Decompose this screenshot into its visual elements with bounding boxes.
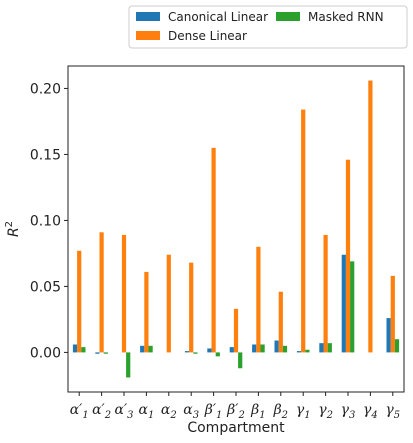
x-tick-label: β1 <box>250 402 265 421</box>
bar-masked-rnn-0 <box>81 347 86 353</box>
bar-dense-linear-10 <box>301 109 306 353</box>
x-tick-label: α′1 <box>70 402 89 421</box>
bar-dense-linear-12 <box>345 159 351 353</box>
x-axis-label: Compartment <box>187 420 285 436</box>
bar-masked-rnn-9 <box>282 345 288 353</box>
bar-dense-linear-0 <box>77 250 82 353</box>
bar-dense-linear-1 <box>99 232 104 353</box>
bar-canonical-linear-9 <box>274 340 279 353</box>
x-tick-label: α′3 <box>114 402 133 421</box>
bar-dense-linear-2 <box>121 234 127 353</box>
x-tick-label: α3 <box>183 402 199 421</box>
bar-dense-linear-8 <box>256 246 261 353</box>
bar-dense-linear-7 <box>233 308 239 353</box>
bar-canonical-linear-8 <box>252 344 257 353</box>
bar-masked-rnn-2 <box>126 352 131 378</box>
legend-box <box>128 5 408 49</box>
bar-canonical-linear-12 <box>341 254 346 353</box>
bar-canonical-linear-5 <box>184 351 190 353</box>
bar-canonical-linear-1 <box>95 352 100 354</box>
legend-label-2: Masked RNN <box>308 10 384 24</box>
bars <box>72 80 400 378</box>
bar-dense-linear-5 <box>189 262 194 353</box>
legend-swatch-2 <box>276 12 300 21</box>
bar-canonical-linear-0 <box>72 344 78 353</box>
bar-dense-linear-3 <box>144 271 149 353</box>
bar-dense-linear-13 <box>368 80 373 353</box>
bar-canonical-linear-14 <box>386 318 391 353</box>
bar-canonical-linear-10 <box>296 351 302 353</box>
bar-canonical-linear-7 <box>229 347 234 353</box>
bar-masked-rnn-5 <box>193 352 198 354</box>
legend: Canonical Linear Dense Linear Masked RNN <box>128 5 408 49</box>
y-tick-label: 0.15 <box>30 147 61 163</box>
bar-dense-linear-9 <box>278 291 283 353</box>
bar-masked-rnn-10 <box>305 349 310 353</box>
legend-label-1: Dense Linear <box>168 29 247 43</box>
legend-swatch-1 <box>136 31 160 40</box>
legend-label-0: Canonical Linear <box>168 10 268 24</box>
x-tick-label: γ1 <box>296 402 311 421</box>
x-tick-label: γ2 <box>318 402 333 421</box>
x-tick-label: β2 <box>273 402 288 421</box>
bar-canonical-linear-6 <box>207 348 212 353</box>
bar-canonical-linear-11 <box>319 343 324 353</box>
bar-dense-linear-14 <box>390 275 395 353</box>
y-tick-label: 0.05 <box>30 279 61 295</box>
axes: 0.00 0.05 0.10 0.15 0.20 α′1 α′2 α′3 α1 α2 α3 β′1 β′… <box>30 65 405 421</box>
y-tick-label: 0.20 <box>30 81 61 97</box>
legend-swatch-0 <box>136 12 160 21</box>
bar-dense-linear-6 <box>211 147 216 353</box>
bar-dense-linear-11 <box>323 234 328 353</box>
y-tick-label: 0.00 <box>30 345 61 361</box>
x-tick-label: β′2 <box>226 402 245 421</box>
bar-masked-rnn-14 <box>394 339 400 353</box>
bar-masked-rnn-7 <box>238 352 243 369</box>
bar-canonical-linear-3 <box>140 345 145 353</box>
x-tick-label: α1 <box>138 402 154 421</box>
y-tick-label: 0.10 <box>30 213 61 229</box>
bar-masked-rnn-11 <box>327 343 332 353</box>
x-tick-label: β′1 <box>204 402 223 421</box>
bar-masked-rnn-3 <box>148 345 153 353</box>
bar-masked-rnn-8 <box>260 344 265 353</box>
y-axis-label: R2 <box>4 221 22 237</box>
bar-masked-rnn-1 <box>103 352 108 354</box>
bar-masked-rnn-12 <box>350 261 355 353</box>
x-tick-label: γ4 <box>363 402 378 421</box>
bar-masked-rnn-6 <box>215 352 220 357</box>
bar-dense-linear-4 <box>166 254 171 353</box>
x-tick-label: α′2 <box>92 402 111 421</box>
x-tick-label: γ5 <box>385 402 400 421</box>
x-tick-label: γ3 <box>341 402 356 421</box>
x-tick-label: α2 <box>161 402 177 421</box>
